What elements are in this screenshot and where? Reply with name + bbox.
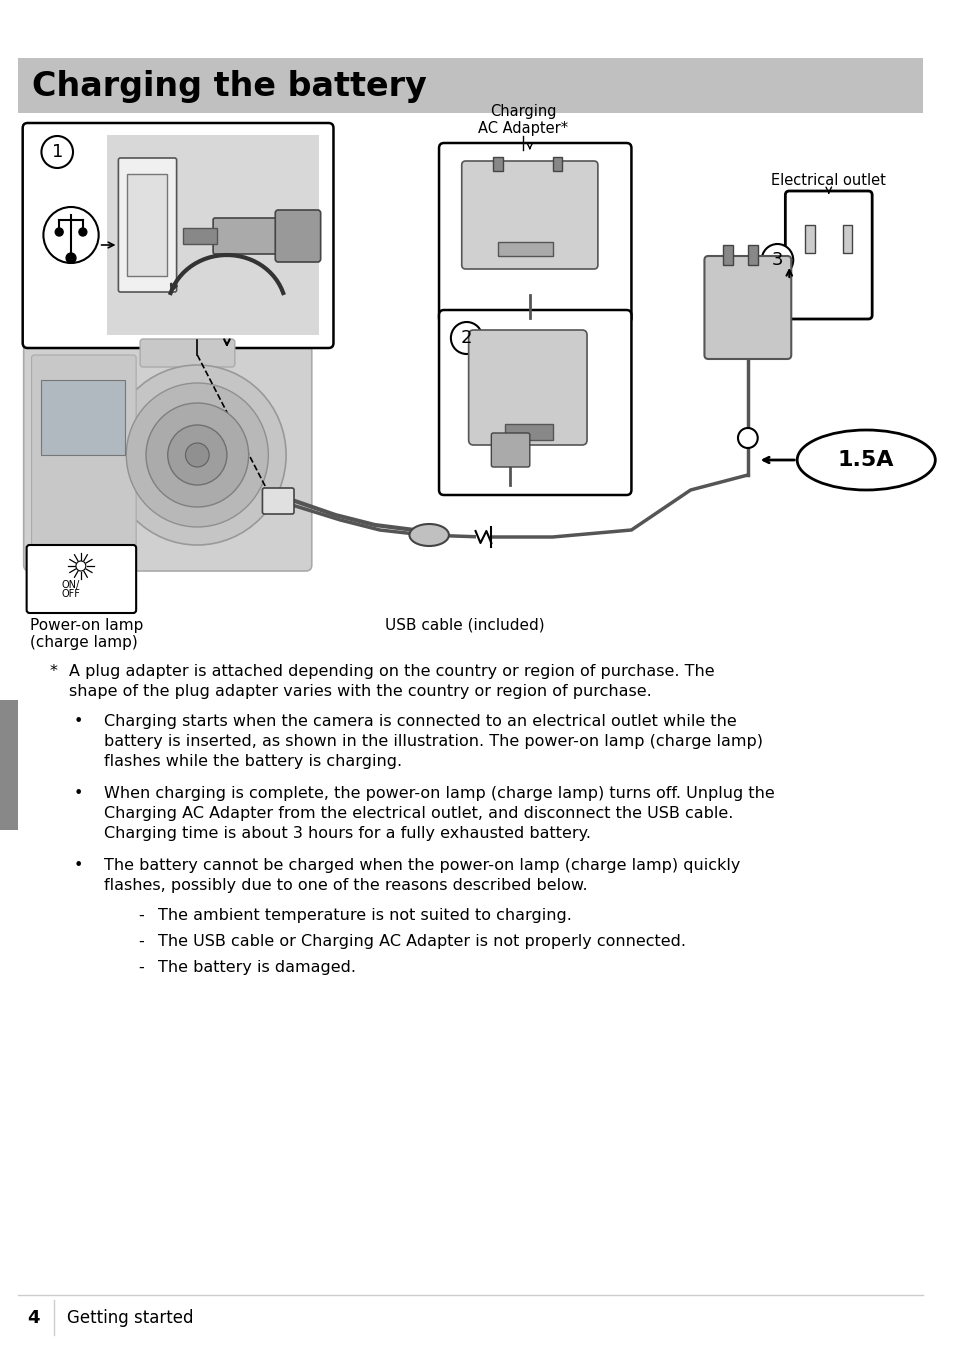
- Bar: [182, 229, 217, 243]
- FancyBboxPatch shape: [24, 344, 312, 572]
- Circle shape: [185, 443, 209, 467]
- Circle shape: [66, 253, 76, 264]
- FancyBboxPatch shape: [461, 161, 598, 269]
- Text: 4: 4: [28, 1309, 40, 1328]
- Bar: [18, 58, 923, 113]
- Text: •: •: [74, 785, 83, 802]
- Text: 3: 3: [771, 252, 782, 269]
- FancyBboxPatch shape: [438, 309, 631, 495]
- Text: •: •: [74, 858, 83, 873]
- Text: battery is inserted, as shown in the illustration. The power-on lamp (charge lam: battery is inserted, as shown in the ill…: [104, 734, 761, 749]
- Text: A plug adapter is attached depending on the country or region of purchase. The: A plug adapter is attached depending on …: [69, 664, 714, 679]
- Circle shape: [44, 207, 98, 264]
- Text: The ambient temperature is not suited to charging.: The ambient temperature is not suited to…: [157, 908, 571, 923]
- Bar: [107, 134, 318, 335]
- FancyBboxPatch shape: [468, 330, 586, 445]
- Text: •: •: [74, 714, 83, 729]
- Text: *: *: [50, 664, 57, 679]
- FancyBboxPatch shape: [438, 143, 631, 323]
- FancyBboxPatch shape: [31, 355, 136, 561]
- Text: OFF: OFF: [61, 589, 80, 599]
- FancyBboxPatch shape: [213, 218, 288, 254]
- Ellipse shape: [797, 430, 934, 490]
- Circle shape: [168, 425, 227, 486]
- Circle shape: [451, 321, 482, 354]
- FancyBboxPatch shape: [27, 545, 136, 613]
- Circle shape: [109, 364, 286, 545]
- Bar: [841, 225, 852, 253]
- Circle shape: [738, 428, 757, 448]
- Bar: [41, 381, 125, 455]
- Bar: [505, 424, 552, 440]
- Text: flashes, possibly due to one of the reasons described below.: flashes, possibly due to one of the reas…: [104, 878, 587, 893]
- Bar: [804, 225, 814, 253]
- Text: The battery cannot be charged when the power-on lamp (charge lamp) quickly: The battery cannot be charged when the p…: [104, 858, 740, 873]
- FancyBboxPatch shape: [275, 210, 320, 262]
- Text: The USB cable or Charging AC Adapter is not properly connected.: The USB cable or Charging AC Adapter is …: [157, 933, 685, 950]
- FancyBboxPatch shape: [23, 122, 334, 348]
- Text: Getting started: Getting started: [67, 1309, 193, 1328]
- Text: The battery is damaged.: The battery is damaged.: [157, 960, 355, 975]
- Bar: [0, 699, 18, 830]
- Text: shape of the plug adapter varies with the country or region of purchase.: shape of the plug adapter varies with th…: [69, 685, 651, 699]
- FancyBboxPatch shape: [703, 256, 790, 359]
- Text: Charging the battery: Charging the battery: [31, 70, 426, 104]
- FancyBboxPatch shape: [784, 191, 871, 319]
- Text: Charging starts when the camera is connected to an electrical outlet while the: Charging starts when the camera is conne…: [104, 714, 736, 729]
- FancyBboxPatch shape: [118, 157, 176, 292]
- Text: 1.5A: 1.5A: [837, 451, 894, 469]
- Text: Charging AC Adapter from the electrical outlet, and disconnect the USB cable.: Charging AC Adapter from the electrical …: [104, 806, 732, 820]
- Circle shape: [760, 243, 792, 276]
- Bar: [497, 242, 552, 256]
- Text: When charging is complete, the power-on lamp (charge lamp) turns off. Unplug the: When charging is complete, the power-on …: [104, 785, 774, 802]
- Text: Power-on lamp
(charge lamp): Power-on lamp (charge lamp): [30, 617, 143, 651]
- Text: -: -: [138, 960, 144, 975]
- Text: Charging time is about 3 hours for a fully exhausted battery.: Charging time is about 3 hours for a ful…: [104, 826, 590, 841]
- Bar: [747, 245, 757, 265]
- Circle shape: [76, 561, 86, 572]
- Text: ON/: ON/: [61, 580, 79, 590]
- Bar: [552, 157, 561, 171]
- Ellipse shape: [409, 525, 449, 546]
- Circle shape: [126, 383, 268, 527]
- Text: -: -: [138, 908, 144, 923]
- Text: Electrical outlet: Electrical outlet: [771, 174, 885, 188]
- FancyBboxPatch shape: [491, 433, 529, 467]
- Bar: [493, 157, 502, 171]
- FancyBboxPatch shape: [140, 339, 234, 367]
- Circle shape: [79, 229, 87, 235]
- Circle shape: [146, 404, 249, 507]
- FancyBboxPatch shape: [262, 488, 294, 514]
- Text: 1: 1: [51, 143, 63, 161]
- Text: -: -: [138, 933, 144, 950]
- Circle shape: [55, 229, 63, 235]
- Bar: [722, 245, 732, 265]
- Text: 2: 2: [460, 330, 472, 347]
- FancyBboxPatch shape: [127, 174, 167, 276]
- Text: USB cable (included): USB cable (included): [384, 617, 544, 633]
- Text: Charging
AC Adapter*: Charging AC Adapter*: [477, 104, 567, 136]
- Text: flashes while the battery is charging.: flashes while the battery is charging.: [104, 755, 401, 769]
- Circle shape: [41, 136, 73, 168]
